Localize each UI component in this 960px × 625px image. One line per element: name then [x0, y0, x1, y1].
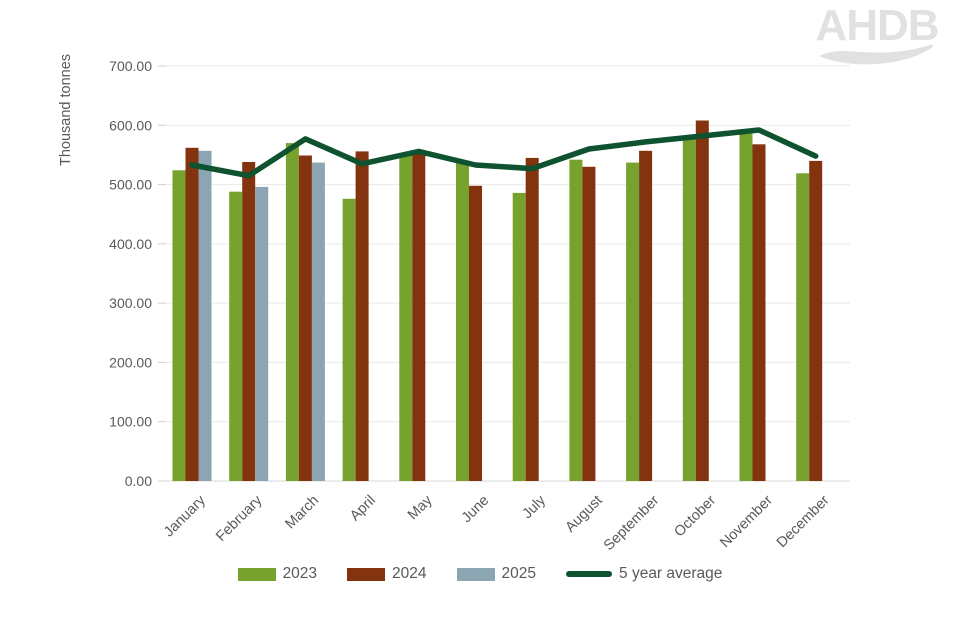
y-axis-tick-label: 300.00	[109, 295, 152, 311]
bar-2023-june	[456, 162, 469, 481]
ahdb-logo-swoosh-icon	[819, 44, 934, 65]
bar-2023-july	[512, 192, 526, 481]
y-axis-tick-label: 200.00	[109, 354, 152, 370]
legend-label: 2024	[392, 565, 427, 582]
y-axis-tick-label: 600.00	[109, 117, 152, 133]
bar-2023-september	[626, 162, 640, 481]
bar-2024-march	[298, 155, 312, 481]
legend-item-2024: 2024	[347, 565, 427, 583]
legend-label: 2023	[282, 565, 318, 582]
legend-swatch-2024	[347, 567, 386, 581]
y-axis-tick-label: 400.00	[109, 236, 152, 252]
chart-legend: 2023 2024 2025 5 year average	[0, 565, 960, 583]
y-axis-tick-label: 100.00	[109, 414, 152, 430]
bar-2025-february	[255, 186, 269, 481]
bar-2025-march	[311, 162, 325, 481]
bar-2023-february	[229, 191, 243, 481]
bar-2024-february	[242, 162, 256, 481]
legend-label: 2025	[501, 565, 537, 582]
bar-2023-november	[739, 133, 753, 481]
x-axis-label-january: January	[161, 492, 209, 540]
bar-2024-november	[752, 144, 766, 482]
ahdb-logo: AHDB	[812, 4, 942, 70]
bar-2024-september	[639, 150, 653, 482]
bar-2024-june	[469, 185, 482, 482]
bar-2024-july	[525, 157, 539, 481]
bar-2023-december	[796, 173, 810, 482]
legend-swatch-2025	[456, 567, 495, 581]
y-axis-tick-label: 500.00	[109, 177, 152, 193]
x-axis-label-december: December	[774, 492, 833, 551]
bar-2023-april	[342, 198, 356, 482]
bar-2025-january	[198, 150, 212, 482]
bar-2024-april	[355, 151, 369, 481]
legend-item-2025: 2025	[456, 565, 537, 583]
legend-swatch-5-year-average	[566, 571, 613, 577]
bar-2023-january	[172, 170, 186, 482]
ahdb-logo-text: AHDB	[815, 1, 939, 50]
x-axis-label-june: June	[459, 493, 493, 527]
x-axis-label-april: April	[347, 493, 379, 525]
bar-2024-may	[412, 153, 426, 481]
x-axis-label-november: November	[717, 492, 776, 551]
line-5-year-average	[189, 127, 819, 179]
bar-2023-may	[399, 154, 413, 482]
y-axis-title: Thousand tonnes	[58, 54, 74, 166]
x-axis-label-may: May	[405, 492, 436, 523]
legend-swatch-2023	[237, 567, 276, 581]
bar-2024-january	[185, 147, 199, 482]
x-axis-label-february: February	[213, 492, 266, 545]
y-axis-tick-label: 0.00	[125, 473, 152, 489]
x-axis-label-march: March	[282, 493, 322, 533]
bar-2024-december	[809, 160, 823, 481]
x-axis-label-july: July	[519, 492, 549, 522]
y-axis-tick-label: 700.00	[109, 58, 152, 74]
x-axis-label-september: September	[601, 492, 663, 554]
legend-item-2023: 2023	[237, 565, 318, 583]
legend-item-5-year-average: 5 year average	[566, 565, 722, 583]
bar-2023-august	[569, 159, 583, 481]
bar-2023-march	[285, 143, 299, 481]
bar-2024-august	[582, 166, 596, 482]
bar-2023-october	[682, 137, 696, 481]
bar-2024-october	[695, 120, 709, 481]
legend-label: 5 year average	[619, 565, 723, 582]
x-axis-label-august: August	[562, 493, 605, 536]
x-axis-label-october: October	[671, 492, 719, 540]
